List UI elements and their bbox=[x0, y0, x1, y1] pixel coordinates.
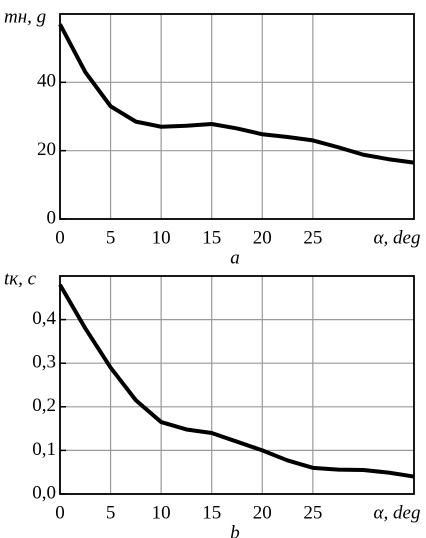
plot-frame bbox=[59, 275, 415, 495]
y-tick-label: 0,0 bbox=[32, 482, 56, 503]
x-tick-label: 20 bbox=[253, 502, 272, 523]
y-tick-label: 40 bbox=[37, 71, 56, 92]
y-tick-label: 0,2 bbox=[32, 395, 56, 416]
data-line bbox=[58, 283, 415, 479]
x-tick-label: 5 bbox=[106, 502, 116, 523]
x-tick-label: 0 bbox=[55, 502, 65, 523]
y-tick-label: 0,4 bbox=[32, 308, 56, 329]
y-tick-label: 0,1 bbox=[32, 439, 56, 460]
x-tick-label: 0 bbox=[55, 227, 65, 248]
y-tick-label: 0 bbox=[47, 207, 57, 228]
plot-frame bbox=[59, 13, 415, 220]
x-tick-label: 5 bbox=[106, 227, 116, 248]
x-tick-label: 20 bbox=[253, 227, 272, 248]
y-tick-label: 20 bbox=[37, 139, 56, 160]
x-axis-label: α, deg bbox=[374, 227, 421, 248]
x-tick-label: 10 bbox=[152, 502, 171, 523]
x-axis-label: α, deg bbox=[374, 502, 421, 523]
x-tick-label: 15 bbox=[202, 502, 221, 523]
caption: a bbox=[230, 247, 240, 268]
x-tick-label: 25 bbox=[303, 502, 322, 523]
y-axis-label: mн, g bbox=[4, 6, 46, 27]
x-tick-label: 25 bbox=[303, 227, 322, 248]
y-tick-label: 0,3 bbox=[32, 352, 56, 373]
x-tick-label: 10 bbox=[152, 227, 171, 248]
caption: b bbox=[230, 522, 240, 538]
y-axis-label: tк, c bbox=[4, 268, 37, 289]
data-line bbox=[58, 23, 415, 165]
x-tick-label: 15 bbox=[202, 227, 221, 248]
